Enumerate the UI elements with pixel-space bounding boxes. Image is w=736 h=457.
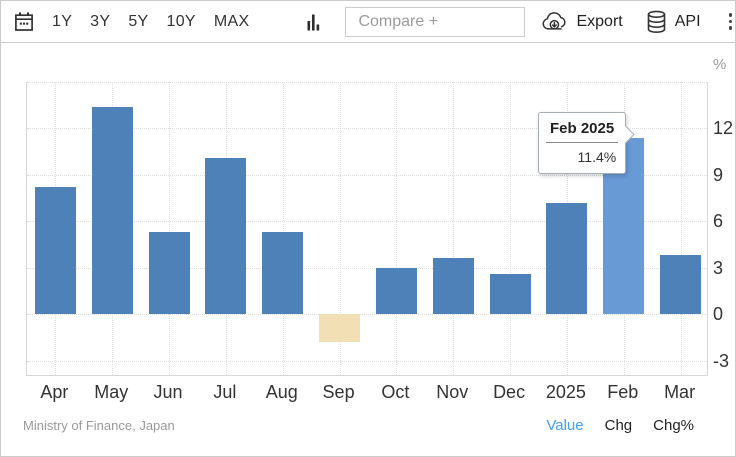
bar-May[interactable] [91, 106, 133, 315]
source-label: Ministry of Finance, Japan [23, 417, 175, 433]
range-max-button[interactable]: MAX [212, 11, 252, 33]
tooltip-value: 11.4% [577, 149, 617, 165]
export-label: Export [576, 12, 623, 30]
calendar-button[interactable] [13, 9, 35, 35]
database-icon [646, 10, 667, 34]
range-1y-button[interactable]: 1Y [50, 11, 74, 33]
x-tick-2025: 2025 [545, 382, 586, 402]
bar-chart-type-icon [307, 13, 320, 31]
chart-tooltip: Feb 2025 11.4% [538, 112, 635, 174]
y-tick-12: 12 [713, 118, 734, 139]
range-10y-button[interactable]: 10Y [165, 11, 198, 33]
x-tick-Feb: Feb [607, 382, 639, 402]
bar-Sep[interactable] [319, 314, 361, 342]
x-tick-Mar: Mar [664, 382, 696, 402]
y-axis-unit-label: % [713, 56, 727, 73]
bar-Aug[interactable] [262, 232, 304, 315]
gridline-x-Mar [680, 82, 682, 375]
x-tick-Apr: Apr [40, 382, 69, 402]
x-tick-Oct: Oct [381, 382, 410, 402]
x-tick-Dec: Dec [493, 382, 526, 402]
gridline-y-12 [27, 128, 707, 130]
series-mode-links: Value Chg Chg% [546, 417, 694, 434]
range-5y-button[interactable]: 5Y [126, 11, 150, 33]
chg-pct-link[interactable]: Chg% [653, 416, 694, 434]
compare-input[interactable] [345, 6, 526, 37]
value-link[interactable]: Value [546, 416, 584, 434]
y-tick-6: 6 [713, 211, 724, 232]
y-tick-9: 9 [713, 164, 724, 185]
bar-Mar[interactable] [660, 255, 702, 315]
gridline-y-9 [27, 174, 707, 176]
x-tick-May: May [94, 382, 129, 402]
bar-Apr[interactable] [34, 187, 76, 315]
bar-Dec[interactable] [489, 273, 531, 315]
range-3y-button[interactable]: 3Y [88, 11, 112, 33]
x-tick-Aug: Aug [265, 382, 298, 402]
gridline-x-Oct [396, 82, 398, 375]
chg-link[interactable]: Chg [604, 416, 633, 434]
gridline-x-Sep [339, 82, 341, 375]
gridline-x-Dec [510, 82, 512, 375]
tooltip-title: Feb 2025 [546, 113, 619, 143]
kebab-menu-icon [728, 13, 732, 30]
y-tick-3: 3 [713, 257, 724, 278]
chart-footer: Ministry of Finance, Japan Value Chg Chg… [1, 413, 735, 437]
calendar-icon [13, 11, 35, 33]
more-options-button[interactable] [726, 11, 735, 33]
chart-canvas: % 12 9 6 3 0 -3 Apr May Jun Jul Aug Sep Oct Nov Dec 20… [1, 43, 735, 411]
export-button[interactable]: Export [541, 11, 623, 32]
gridline-y-15 [27, 82, 707, 83]
bar-Nov[interactable] [432, 258, 474, 315]
bar-Jun[interactable] [148, 232, 190, 315]
gridline-y-6 [27, 221, 707, 223]
chart-type-button[interactable] [307, 11, 320, 33]
y-tick--3: -3 [713, 350, 730, 371]
y-tick-0: 0 [713, 304, 724, 325]
bar-2025[interactable] [546, 202, 588, 315]
gridline-y-3 [27, 267, 707, 269]
api-button[interactable]: API [646, 10, 701, 34]
chart-toolbar: 1Y 3Y 5Y 10Y MAX [1, 1, 735, 43]
gridline-y-0 [27, 314, 707, 316]
gridline-x-Aug [282, 82, 284, 375]
bar-Jul[interactable] [205, 157, 247, 315]
x-tick-Jul: Jul [213, 382, 237, 402]
range-selector: 1Y 3Y 5Y 10Y MAX [50, 11, 251, 33]
x-tick-Jun: Jun [153, 382, 183, 402]
api-label: API [674, 12, 701, 30]
gridline-y--3 [27, 360, 707, 362]
bar-Oct[interactable] [375, 267, 417, 315]
gridline-x-Jun [169, 82, 171, 375]
x-tick-Sep: Sep [322, 382, 355, 402]
gridline-x-Nov [453, 82, 455, 375]
x-tick-Nov: Nov [436, 382, 469, 402]
cloud-download-icon [541, 11, 568, 32]
